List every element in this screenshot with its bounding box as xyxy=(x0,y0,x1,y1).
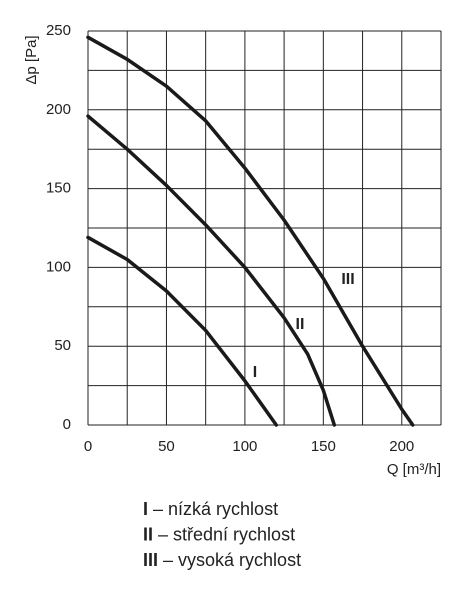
legend-description: – střední rychlost xyxy=(158,524,295,544)
x-tick-label: 200 xyxy=(389,438,414,455)
curve-label: III xyxy=(341,271,354,288)
x-tick-label: 50 xyxy=(158,438,175,455)
curve xyxy=(86,114,337,427)
curve xyxy=(86,35,415,427)
x-tick-label: 100 xyxy=(232,438,257,455)
legend-description: – nízká rychlost xyxy=(153,499,278,519)
curve xyxy=(86,235,279,427)
x-axis-label: Q [m³/h] xyxy=(387,461,441,478)
legend-name: III xyxy=(143,550,158,570)
legend-entry: II – střední rychlost xyxy=(143,524,295,544)
y-tick-label: 200 xyxy=(46,101,71,118)
curve-label: II xyxy=(296,316,305,333)
x-tick-label: 150 xyxy=(311,438,336,455)
y-axis-label: Δp [Pa] xyxy=(23,35,40,84)
legend-entry: III – vysoká rychlost xyxy=(143,550,301,570)
curve-label: I xyxy=(253,364,257,381)
legend-description: – vysoká rychlost xyxy=(163,550,301,570)
x-tick-label: 0 xyxy=(84,438,92,455)
y-tick-label: 100 xyxy=(46,258,71,275)
y-tick-label: 150 xyxy=(46,180,71,197)
y-tick-label: 50 xyxy=(54,337,71,354)
y-tick-label: 0 xyxy=(63,416,71,433)
legend-entry: I – nízká rychlost xyxy=(143,499,278,519)
legend-name: I xyxy=(143,499,148,519)
legend-name: II xyxy=(143,524,153,544)
y-tick-label: 250 xyxy=(46,22,71,39)
